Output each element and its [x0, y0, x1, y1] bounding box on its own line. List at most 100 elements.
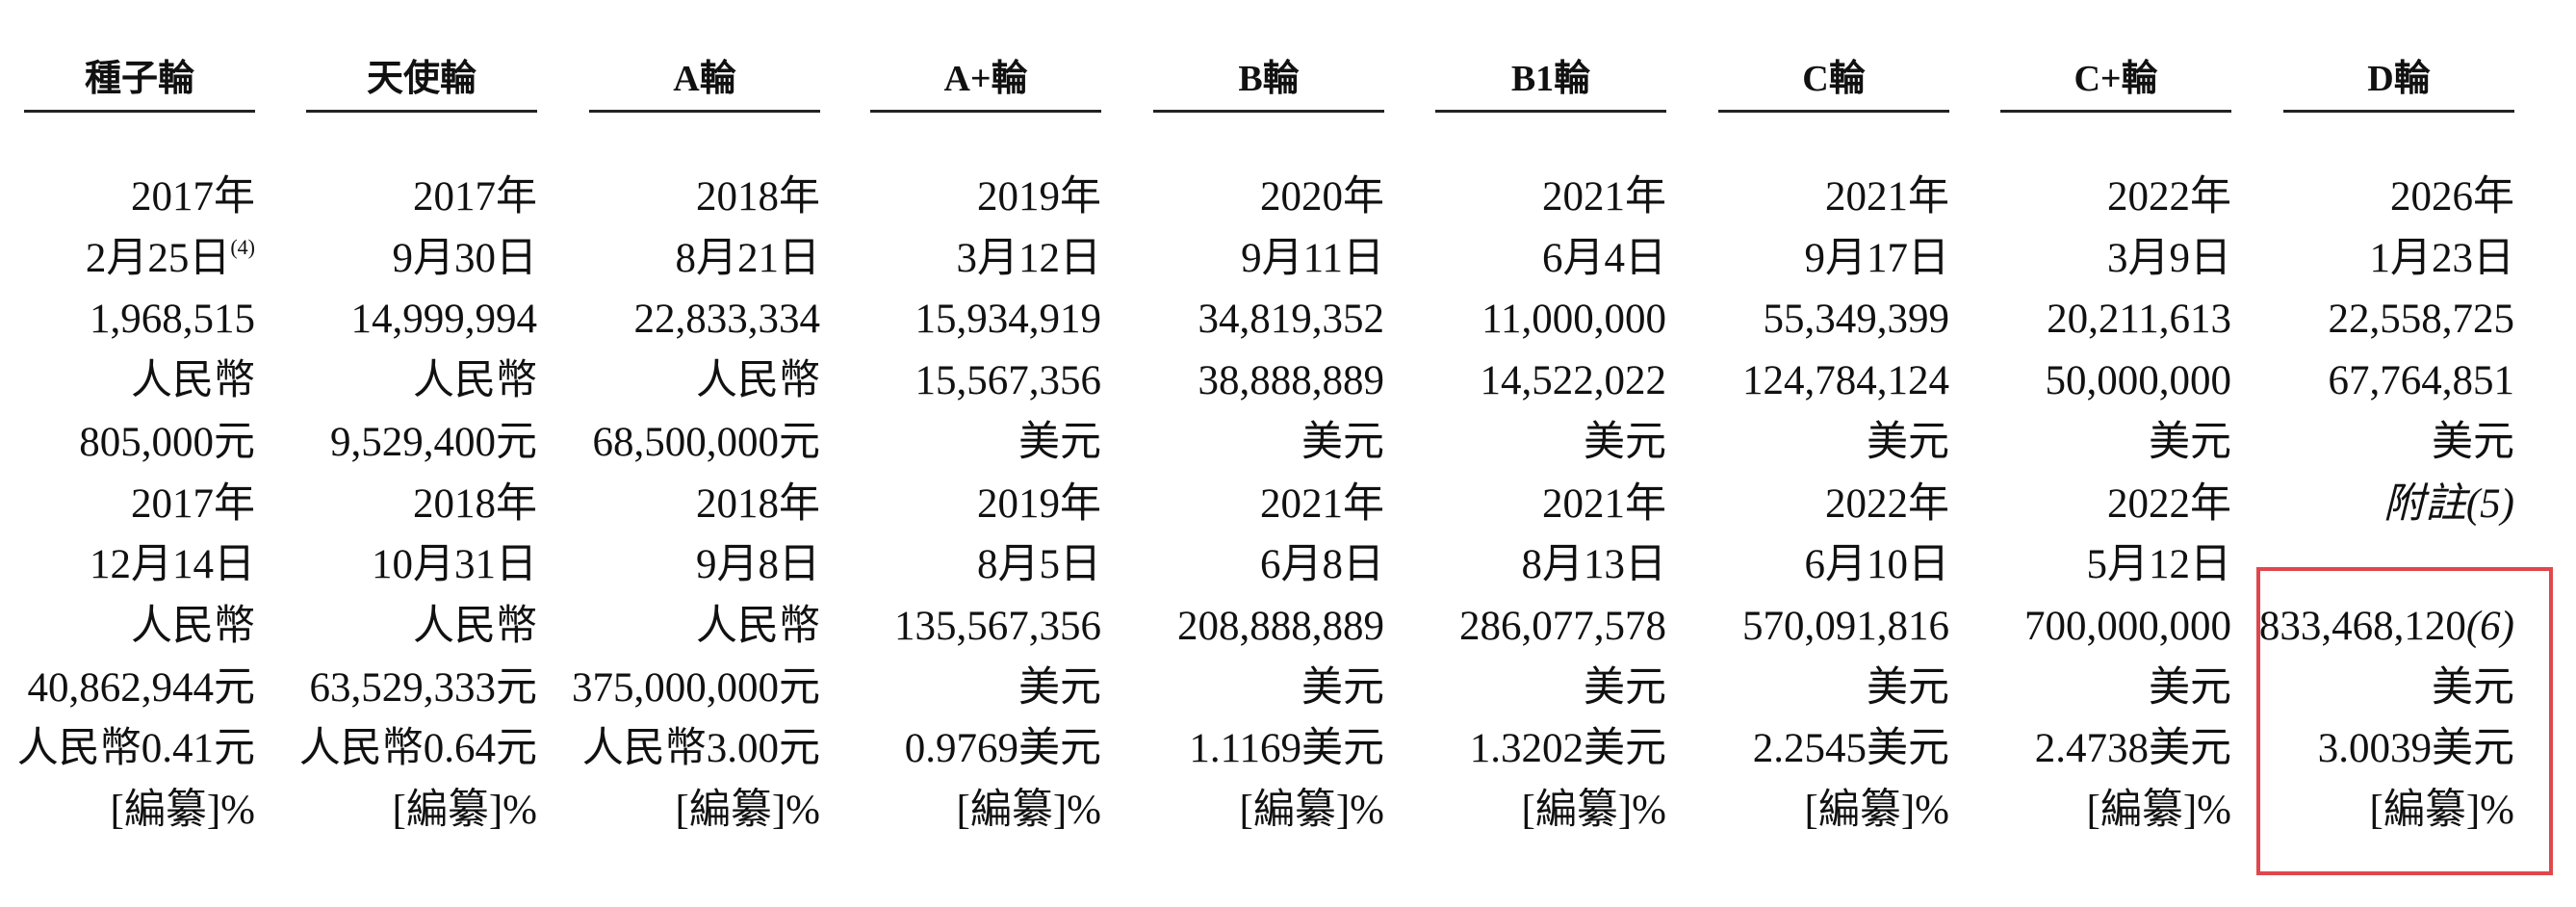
- table-cell: 人民幣: [131, 603, 255, 649]
- column-header: 種子輪: [84, 59, 194, 99]
- table-cell: 美元: [1301, 419, 1384, 465]
- table-cell: 2021年: [1542, 174, 1666, 220]
- table-cell: [編纂]%: [1239, 788, 1384, 833]
- table-cell: 11,000,000: [1481, 297, 1666, 343]
- table-cell: 12月14日: [90, 542, 255, 588]
- table-cell: 2022年: [2107, 174, 2231, 220]
- footnote-ref: (4): [230, 234, 255, 259]
- table-cell: 人民幣: [413, 358, 537, 404]
- column-header: B輪: [1238, 59, 1300, 99]
- table-cell: 6月8日: [1260, 542, 1384, 588]
- header-rule: [870, 110, 1101, 113]
- table-cell: 2021年: [1542, 480, 1666, 527]
- table-cell: [編纂]%: [1804, 788, 1949, 833]
- table-cell: 833,468,120(6): [2235, 603, 2514, 651]
- column-header: C輪: [1802, 59, 1866, 99]
- table-cell: [編纂]%: [956, 788, 1101, 833]
- table-cell: 2022年: [2107, 480, 2231, 527]
- cell-text: 2月25日: [85, 235, 231, 281]
- table-cell: 美元: [1584, 419, 1666, 465]
- table-cell: [編纂]%: [110, 788, 255, 833]
- table-cell: 6月10日: [1804, 542, 1950, 588]
- table-cell: 9月8日: [696, 542, 820, 588]
- table-cell: 美元: [1867, 664, 1949, 711]
- table-cell: 2.4738美元: [2034, 726, 2231, 772]
- table-cell: 55,349,399: [1763, 297, 1950, 343]
- table-cell: 2018年: [413, 480, 537, 527]
- header-rule: [1153, 110, 1384, 113]
- table-cell: 2019年: [977, 174, 1101, 220]
- table-cell: 1.1169美元: [1189, 726, 1384, 772]
- table-cell: 美元: [2149, 664, 2231, 711]
- table-cell: 50,000,000: [2045, 358, 2232, 404]
- table-cell: 1.3202美元: [1469, 726, 1666, 772]
- table-cell: 9,529,400元: [330, 419, 537, 465]
- table-cell: [編纂]%: [392, 788, 537, 833]
- header-rule: [1435, 110, 1666, 113]
- table-cell: 8月21日: [675, 235, 821, 281]
- table-cell: 2019年: [977, 480, 1101, 527]
- table-cell: 2017年: [131, 174, 255, 220]
- header-rule: [2283, 110, 2514, 113]
- table-cell: 14,522,022: [1480, 358, 1667, 404]
- table-cell: 美元: [1018, 419, 1101, 465]
- table-cell: 美元: [1867, 419, 1949, 465]
- table-cell: 40,862,944元: [27, 664, 256, 711]
- table-cell: 美元: [2149, 419, 2231, 465]
- table-cell: [編纂]%: [2369, 788, 2514, 833]
- table-cell: [編纂]%: [1521, 788, 1666, 833]
- table-cell: 美元: [1301, 664, 1384, 711]
- table-cell: 2021年: [1260, 480, 1384, 527]
- header-rule: [306, 110, 537, 113]
- table-cell: 8月5日: [977, 542, 1101, 588]
- footnote-ref: (6): [2465, 603, 2514, 649]
- table-cell: 人民幣: [696, 358, 820, 404]
- table-cell: 3月9日: [2107, 235, 2231, 281]
- table-cell: 9月11日: [1241, 235, 1384, 281]
- table-cell: 3月12日: [956, 235, 1102, 281]
- column-header: 天使輪: [366, 59, 477, 99]
- table-cell: 208,888,889: [1177, 603, 1384, 649]
- table-cell: 2021年: [1825, 174, 1949, 220]
- table-cell: 68,500,000元: [592, 419, 821, 465]
- table-cell: 10月31日: [372, 542, 537, 588]
- table-cell: 人民幣: [413, 603, 537, 649]
- table-cell: 135,567,356: [894, 603, 1101, 649]
- table-cell: 人民幣0.41元: [16, 726, 255, 772]
- column-header: B1輪: [1510, 59, 1591, 99]
- table-cell: 2018年: [696, 174, 820, 220]
- header-rule: [1718, 110, 1949, 113]
- table-cell: 美元: [1584, 664, 1666, 711]
- table-cell: 8月13日: [1521, 542, 1667, 588]
- column-header: D輪: [2367, 59, 2431, 99]
- table-cell: [編纂]%: [2086, 788, 2231, 833]
- table-cell: 67,764,851: [2328, 358, 2515, 404]
- table-cell: 700,000,000: [2024, 603, 2231, 649]
- table-cell: 1月23日: [2369, 235, 2515, 281]
- table-cell: 22,833,334: [633, 297, 821, 343]
- table-cell: 34,819,352: [1198, 297, 1385, 343]
- table-cell: 9月30日: [392, 235, 538, 281]
- table-cell: 2017年: [131, 480, 255, 527]
- table-cell: 22,558,725: [2328, 297, 2515, 343]
- table-cell: 3.0039美元: [2317, 726, 2514, 772]
- table-cell: 2020年: [1260, 174, 1384, 220]
- table-cell: 附註(5): [2235, 480, 2514, 529]
- table-cell: 15,567,356: [914, 358, 1102, 404]
- table-cell: 14,999,994: [350, 297, 538, 343]
- table-cell: 2026年: [2390, 174, 2514, 220]
- table-cell: 2月25日(4): [0, 235, 255, 283]
- table-cell: 9月17日: [1804, 235, 1950, 281]
- table-cell: 人民幣: [696, 603, 820, 649]
- table-cell: 20,211,613: [2047, 297, 2231, 343]
- table-cell: 1,968,515: [90, 297, 255, 343]
- header-rule: [24, 110, 255, 113]
- cell-text: 833,468,120: [2258, 603, 2466, 649]
- table-cell: 美元: [2432, 419, 2514, 465]
- table-cell: 人民幣0.64元: [298, 726, 537, 772]
- table-cell: [編纂]%: [675, 788, 820, 833]
- table-cell: 0.9769美元: [904, 726, 1101, 772]
- table-cell: 15,934,919: [914, 297, 1102, 343]
- highlight-box: [2256, 567, 2553, 875]
